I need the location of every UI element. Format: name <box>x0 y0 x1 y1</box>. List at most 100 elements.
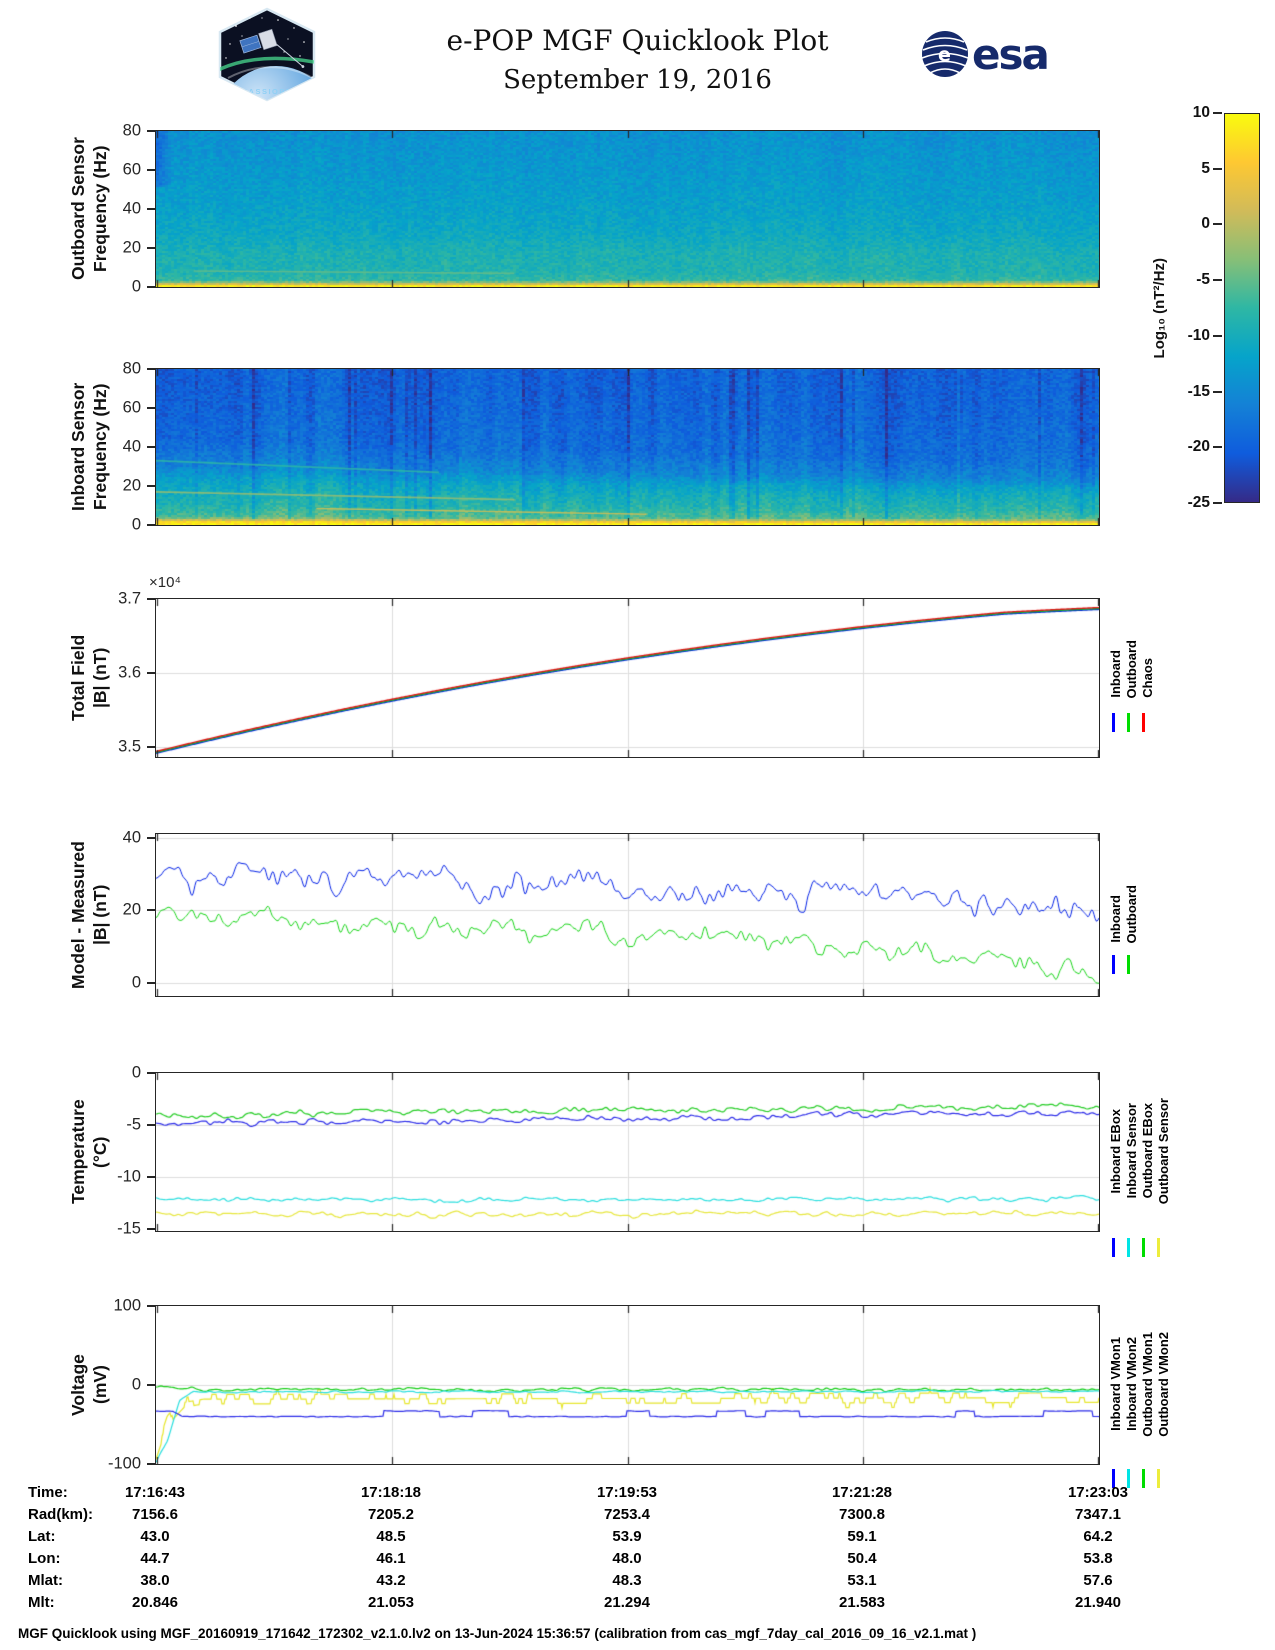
colorbar-tick-label: -25 <box>1187 494 1210 511</box>
table-cell: 48.5 <box>376 1528 406 1545</box>
colorbar-gradient <box>1224 113 1260 503</box>
outboard-spectrogram-canvas <box>156 131 1099 287</box>
y-tick-label: 100 <box>113 1296 141 1315</box>
legend-swatch <box>1112 713 1115 732</box>
table-cell: 50.4 <box>847 1550 877 1567</box>
colorbar-tick-label: -10 <box>1187 326 1210 344</box>
table-cell: 17:21:28 <box>831 1484 893 1501</box>
table-cell: 17:23:03 <box>1067 1484 1129 1501</box>
temperature-panel: Temperature (°C) 0 -5 -10 -15 Inboard EBox I… <box>68 1064 1171 1257</box>
legend-swatch <box>1157 1238 1160 1257</box>
legend-swatch <box>1142 713 1145 732</box>
y-tick-label: 60 <box>122 160 141 179</box>
y-tick-mark <box>147 1384 155 1386</box>
y-tick-label: 20 <box>122 238 141 257</box>
colorbar-tick-label: 5 <box>1201 159 1210 177</box>
y-axis-ticks: 100 0 -100 <box>79 1297 155 1473</box>
legend-label: Outboard <box>1124 884 1139 944</box>
y-tick-label: 0 <box>131 1375 141 1394</box>
legend-label: Inboard <box>1108 650 1123 698</box>
y-tick-mark <box>147 1227 155 1230</box>
legend-swatch <box>1112 1238 1115 1257</box>
y-tick-mark <box>147 1305 155 1307</box>
aurora-arc <box>220 56 314 72</box>
colorbar-tick-label: -20 <box>1187 438 1210 456</box>
table-cell: 43.2 <box>376 1572 406 1589</box>
svg-text:e: e <box>938 44 951 66</box>
y-tick-mark <box>147 598 155 600</box>
temperature-legend: Inboard EBox Inboard Sensor Outboard EBox O… <box>1108 1072 1183 1257</box>
legend-label: Chaos <box>1140 658 1155 698</box>
colorbar-tick-mark <box>1213 167 1222 170</box>
colorbar-tick-mark <box>1213 279 1222 282</box>
y-tick-label: -5 <box>126 1115 141 1134</box>
y-tick-label: -15 <box>117 1219 141 1238</box>
y-tick-label: 40 <box>122 199 141 218</box>
voltage-legend: Inboard VMon1 Inboard VMon2 Outboard VMon1… <box>1108 1305 1183 1488</box>
esa-globe-icon: e <box>921 31 969 77</box>
outboard-spectrogram-panel: Outboard Sensor Frequency (Hz) 0 20 40 60 80 <box>68 122 1100 296</box>
table-cell: 21.053 <box>368 1594 414 1611</box>
legend-label: Outboard VMon2 <box>1156 1331 1171 1437</box>
table-cell: 17:19:53 <box>596 1484 658 1501</box>
y-tick-label: 0 <box>131 1063 141 1082</box>
y-tick-mark <box>147 446 155 448</box>
y-axis-ticks: 0 -5 -10 -15 <box>79 1064 155 1237</box>
table-cell: 17:16:43 <box>124 1484 186 1501</box>
colorbar-tick-label: 10 <box>1192 104 1210 121</box>
colorbar-tick-mark <box>1213 112 1222 114</box>
y-tick-label: 20 <box>122 900 141 919</box>
legend-swatch <box>1142 1238 1145 1257</box>
table-row: Lat: 43.0 48.5 53.9 59.1 64.2 <box>20 1528 1255 1550</box>
legend-swatch <box>1127 1469 1130 1488</box>
table-row: Mlt: 20.846 21.053 21.294 21.583 21.940 <box>20 1594 1255 1616</box>
total-field-legend: Inboard Outboard Chaos <box>1108 598 1183 758</box>
legend-label: Outboard VMon1 <box>1140 1331 1155 1437</box>
table-cell: 48.0 <box>612 1550 642 1567</box>
model-measured-canvas <box>156 834 1099 996</box>
y-tick-mark <box>147 247 155 249</box>
table-row: Time: 17:16:43 17:18:18 17:19:53 17:21:28 17:… <box>20 1484 1255 1506</box>
table-row: Rad(km): 7156.6 7205.2 7253.4 7300.8 7347.1 <box>20 1506 1255 1528</box>
y-tick-mark <box>147 1463 155 1465</box>
table-cell: 7205.2 <box>368 1506 414 1523</box>
y-tick-label: 60 <box>122 398 141 417</box>
table-cell: 57.6 <box>1083 1572 1113 1589</box>
inboard-spectrogram-canvas <box>156 369 1099 525</box>
y-tick-label: 3.6 <box>118 663 141 682</box>
table-cell: 53.8 <box>1083 1550 1113 1567</box>
legend-swatch <box>1157 1469 1160 1488</box>
table-cell: 7156.6 <box>132 1506 178 1523</box>
table-cell: 53.1 <box>847 1572 877 1589</box>
y-tick-mark <box>147 982 155 985</box>
legend-label: Outboard Sensor <box>1156 1097 1171 1205</box>
y-tick-mark <box>147 524 155 526</box>
y-tick-mark <box>147 1175 155 1178</box>
legend-label: Inboard <box>1108 895 1123 943</box>
table-row: Mlat: 38.0 43.2 48.3 53.1 57.6 <box>20 1572 1255 1594</box>
y-tick-label: 0 <box>131 973 141 992</box>
esa-logo: e esa <box>920 28 1050 80</box>
y-tick-label: 0 <box>131 277 141 296</box>
legend-label: Inboard VMon1 <box>1108 1337 1123 1431</box>
patch-label: CASSIOPE <box>242 87 293 96</box>
table-cell: 17:18:18 <box>360 1484 422 1501</box>
ephemeris-table: Time: 17:16:43 17:18:18 17:19:53 17:21:28 17:… <box>20 1484 1255 1622</box>
table-cell: 21.294 <box>604 1594 650 1611</box>
table-row-label: Lat: <box>28 1528 56 1545</box>
y-tick-mark <box>147 1123 155 1126</box>
y-tick-mark <box>147 368 155 370</box>
table-row-label: Mlat: <box>28 1572 63 1589</box>
colorbar: 10 5 0 -5 -10 -15 -20 -25 <box>1160 104 1260 511</box>
page-title: e-POP MGF Quicklook Plot <box>446 24 829 57</box>
satellite <box>239 28 305 68</box>
legend-swatch <box>1127 713 1130 732</box>
legend-label: Inboard EBox <box>1108 1108 1123 1194</box>
y-tick-label: 3.7 <box>118 589 141 608</box>
y-tick-mark <box>147 836 155 839</box>
y-tick-mark <box>147 169 155 171</box>
legend-swatch <box>1112 955 1115 974</box>
esa-wordmark: esa <box>972 30 1048 79</box>
legend-label: Inboard Sensor <box>1124 1103 1139 1199</box>
colorbar-tick-mark <box>1213 223 1222 226</box>
